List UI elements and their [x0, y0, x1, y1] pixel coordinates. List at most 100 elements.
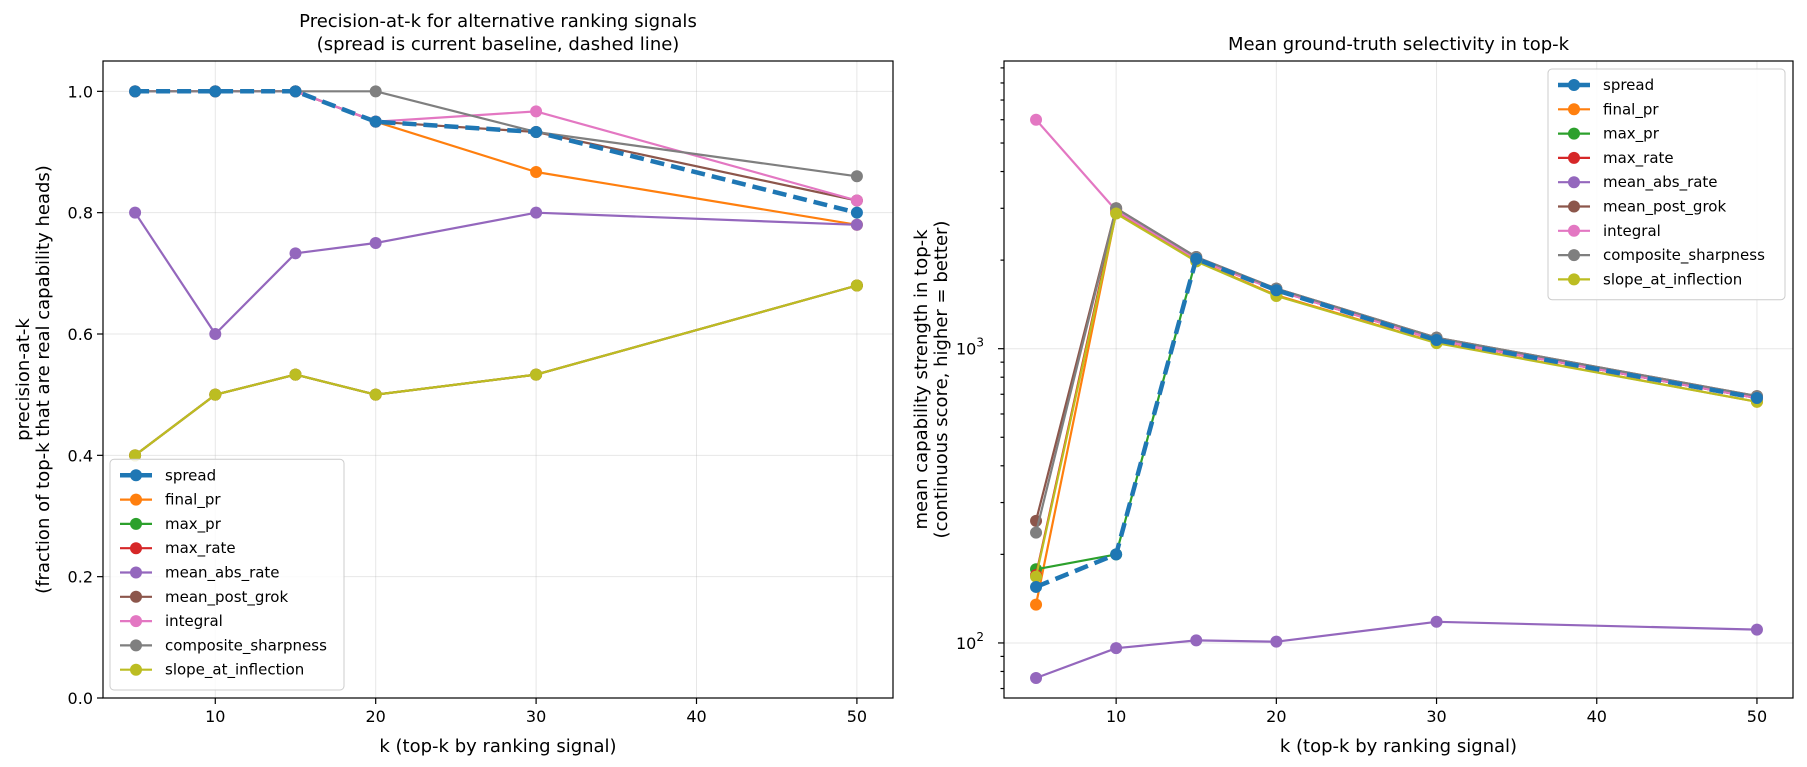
series-group: [129, 85, 863, 462]
data-point-final_pr: [1030, 598, 1043, 611]
series-line-slope_at_inflection: [134, 284, 858, 457]
data-point-spread: [129, 85, 142, 98]
x-tick-label: 10: [1106, 707, 1126, 726]
plot-frame: [1003, 60, 1794, 699]
legend: spread final_pr max_pr max_rate mean_abs_rat…: [109, 458, 345, 691]
legend-swatch-marker: [1568, 151, 1580, 164]
chart-subtitle: (spread is current baseline, dashed line…: [317, 34, 680, 55]
legend-label: final_pr: [1603, 100, 1659, 119]
data-point-final_pr: [530, 166, 543, 179]
legend-item-mean_post_grok: mean_post_grok: [120, 588, 288, 607]
legend-item-composite_sharpness: composite_sharpness: [1558, 246, 1765, 265]
data-point-composite_sharpness: [850, 170, 863, 183]
series-line-max_pr: [134, 284, 858, 457]
data-point-integral: [1030, 113, 1043, 126]
legend-item-final_pr: final_pr: [120, 491, 221, 510]
legend-swatch-marker: [1568, 127, 1580, 140]
legend-item-slope_at_inflection: slope_at_inflection: [120, 661, 304, 680]
legend-label: composite_sharpness: [1603, 246, 1765, 265]
data-point-spread: [209, 85, 222, 98]
legend-item-integral: integral: [120, 612, 223, 630]
data-point-slope_at_inflection: [850, 279, 863, 292]
legend-label: composite_sharpness: [165, 636, 327, 655]
chart-title: Mean ground-truth selectivity in top-k: [1228, 34, 1570, 55]
data-point-slope_at_inflection: [369, 388, 382, 401]
data-point-spread: [1270, 284, 1283, 297]
legend-swatch-marker: [1568, 200, 1580, 213]
data-point-slope_at_inflection: [1030, 570, 1043, 583]
legend-label: max_rate: [165, 539, 236, 558]
series-group: [1030, 113, 1763, 685]
series-line-final_pr: [135, 90, 858, 226]
legend-swatch-marker: [1568, 273, 1580, 286]
y-tick-exponent: 2: [976, 630, 984, 644]
series-final_pr: [129, 85, 863, 231]
series-mean_abs_rate: [1030, 615, 1763, 685]
y-tick-label: 102: [956, 630, 984, 653]
series-slope_at_inflection: [129, 279, 863, 462]
series-line-composite_sharpness: [135, 90, 858, 178]
y-tick-label: 0.8: [68, 204, 93, 223]
legend-label: max_rate: [1603, 149, 1674, 168]
legend-label: final_pr: [165, 491, 221, 510]
data-point-integral: [850, 194, 863, 207]
series-spread: [1030, 252, 1763, 593]
legend-swatch-marker: [1568, 224, 1580, 237]
legend-label: integral: [165, 612, 223, 630]
x-tick-label: 30: [526, 707, 546, 726]
y-axis-label-secondary: (fraction of top-k that are real capabil…: [33, 165, 54, 594]
data-point-slope_at_inflection: [289, 368, 302, 381]
legend-item-mean_abs_rate: mean_abs_rate: [120, 564, 280, 583]
data-point-spread: [1750, 391, 1763, 404]
data-point-mean_abs_rate: [1190, 634, 1203, 647]
x-tick-label: 40: [1587, 707, 1607, 726]
x-tick-label: 50: [1747, 707, 1767, 726]
legend-item-mean_abs_rate: mean_abs_rate: [1558, 173, 1718, 192]
legend-label: mean_post_grok: [165, 588, 288, 607]
legend-swatch-marker: [1568, 103, 1580, 116]
y-tick-label: 0.2: [68, 568, 93, 587]
legend-label: mean_abs_rate: [1603, 173, 1718, 192]
series-max_pr: [129, 279, 863, 462]
grid: [1004, 61, 1793, 698]
data-point-integral: [530, 105, 543, 118]
y-axis-label-secondary: (continuous score, higher = better): [931, 221, 952, 539]
data-point-mean_abs_rate: [129, 206, 142, 219]
x-tick-label: 10: [205, 707, 225, 726]
legend-label: mean_abs_rate: [165, 564, 280, 583]
data-point-spread: [369, 115, 382, 128]
legend-item-composite_sharpness: composite_sharpness: [120, 636, 327, 655]
data-point-spread: [1030, 580, 1043, 593]
legend-label: integral: [1603, 222, 1661, 240]
x-tick-label: 30: [1426, 707, 1446, 726]
legend-item-max_pr: max_pr: [1558, 125, 1660, 144]
legend-swatch-marker: [1568, 79, 1580, 91]
legend-item-max_rate: max_rate: [120, 539, 236, 558]
series-line-max_rate: [134, 284, 858, 457]
legend-item-slope_at_inflection: slope_at_inflection: [1558, 270, 1742, 289]
x-tick-label: 40: [686, 707, 706, 726]
series-spread: [129, 85, 863, 219]
y-tick-label: 0.0: [68, 689, 93, 708]
data-point-mean_abs_rate: [289, 247, 302, 260]
x-tick-label: 20: [1266, 707, 1286, 726]
legend-item-spread: spread: [120, 466, 216, 484]
data-point-slope_at_inflection: [530, 368, 543, 381]
data-point-mean_abs_rate: [1110, 642, 1123, 655]
legend-swatch-marker: [130, 493, 142, 506]
series-line-spread: [1035, 256, 1758, 589]
data-point-spread: [289, 85, 302, 98]
legend-swatch-marker: [130, 542, 142, 555]
data-point-composite_sharpness: [369, 85, 382, 98]
legend-swatch-marker: [130, 639, 142, 652]
y-tick-label: 103: [956, 336, 984, 359]
x-tick-label: 20: [366, 707, 386, 726]
chart-title: Precision-at-k for alternative ranking s…: [299, 11, 697, 32]
series-line-mean_abs_rate: [134, 211, 857, 336]
legend-box: [109, 458, 345, 691]
data-point-composite_sharpness: [1030, 526, 1043, 539]
y-tick-label: 0.6: [68, 325, 93, 344]
series-max_rate: [129, 279, 863, 462]
y-axis-label: mean capability strength in top-k: [911, 229, 932, 530]
legend-swatch-marker: [130, 615, 142, 628]
